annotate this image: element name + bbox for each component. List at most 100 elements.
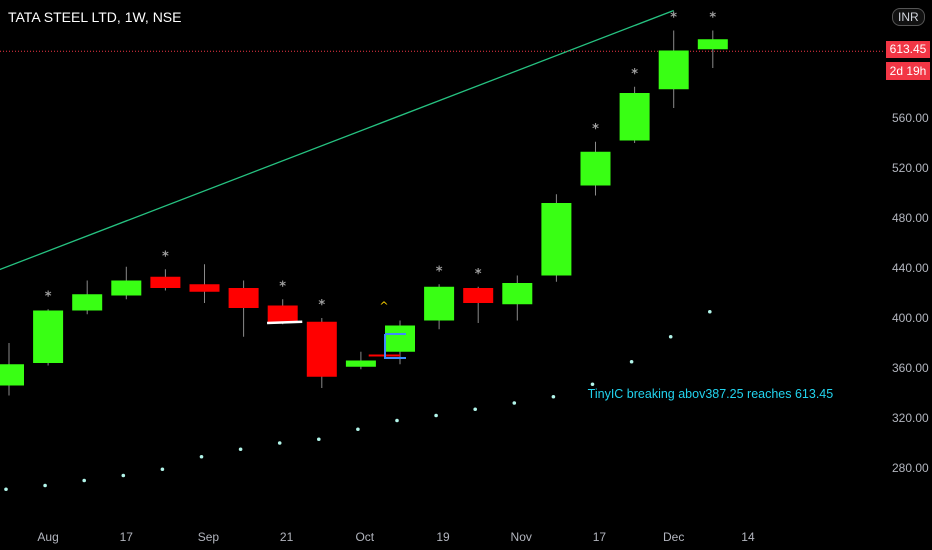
x-tick-label: Aug [37, 530, 58, 544]
candles-layer [0, 30, 728, 396]
candle [72, 280, 103, 315]
trail-dot [590, 382, 595, 387]
candle-body [306, 321, 337, 377]
x-tick-label: 17 [593, 530, 607, 544]
trail-dot [395, 418, 399, 423]
trail-dot [512, 401, 517, 405]
y-tick-label: 360.00 [892, 361, 929, 375]
star-marker: * [475, 267, 482, 282]
candle-body [619, 93, 650, 141]
star-marker: * [709, 11, 716, 26]
breakout-layer: TinyIC breaking abov387.25 reaches 613.4… [267, 320, 834, 401]
candle [502, 275, 533, 321]
y-tick-label: 480.00 [892, 211, 929, 225]
candle-body [502, 283, 533, 305]
trail-dot [43, 483, 47, 488]
x-tick-label: Sep [198, 530, 220, 544]
trail-dot [473, 407, 478, 412]
star-marker: * [670, 11, 677, 26]
trail-dot [121, 473, 126, 478]
trail-dot [629, 359, 634, 364]
candle [345, 351, 376, 370]
candle [150, 269, 181, 291]
last-price-tag: 613.45 [886, 41, 930, 58]
trail-dot [82, 478, 86, 483]
trail-dot [277, 441, 282, 445]
trail-dot [4, 487, 8, 492]
trail-dot [551, 394, 556, 399]
y-tick-label: 520.00 [892, 161, 929, 175]
trail-dot [356, 427, 360, 432]
candle [424, 284, 455, 330]
currency-selector[interactable]: INR [892, 8, 925, 26]
y-tick-label: 320.00 [892, 411, 929, 425]
candle-body [463, 288, 494, 303]
trail-dot [434, 413, 438, 418]
candle-body [658, 50, 689, 90]
candle-body [580, 151, 611, 186]
candle [267, 299, 298, 325]
candle [228, 280, 259, 337]
star-marker: * [592, 122, 599, 137]
candle-body [33, 310, 64, 363]
currency-label: INR [898, 10, 919, 24]
caret-marker: ^ [379, 300, 388, 313]
y-tick-label: 560.00 [892, 111, 929, 125]
y-tick-label: 440.00 [892, 261, 929, 275]
candle [385, 320, 415, 365]
candle-body [228, 288, 259, 308]
candle [189, 264, 220, 303]
star-marker: * [318, 298, 325, 313]
trail-dot [160, 467, 165, 472]
dotted-trail-layer [4, 309, 712, 492]
star-marker: * [45, 289, 52, 304]
candle-body [345, 360, 376, 367]
star-marker: * [162, 249, 169, 264]
x-tick-label: 14 [741, 530, 755, 544]
x-tick-label: 17 [120, 530, 134, 544]
candle-body [267, 305, 298, 323]
breakout-label: TinyIC breaking abov387.25 reaches 613.4… [588, 387, 834, 401]
candle [658, 30, 689, 108]
white-level-line [267, 320, 303, 325]
chart-title: TATA STEEL LTD, 1W, NSE [8, 9, 182, 25]
trendline [0, 9, 674, 271]
trendline-layer [0, 9, 674, 271]
star-marker: * [631, 67, 638, 82]
breakout-box [384, 333, 406, 359]
y-tick-label: 280.00 [892, 461, 929, 475]
trail-dot [708, 309, 712, 314]
x-tick-label: Nov [511, 530, 532, 544]
trail-dot [238, 447, 243, 452]
candle [463, 286, 494, 323]
star-marker: * [279, 279, 286, 294]
x-tick-label: 21 [280, 530, 294, 544]
candle-body [424, 286, 455, 321]
y-tick-label: 400.00 [892, 311, 929, 325]
markers-layer: * * * * * * * * * * ^ [45, 11, 717, 314]
candle [0, 343, 24, 396]
candle-body [111, 280, 142, 296]
candle-body [189, 284, 220, 292]
candle-body [150, 276, 181, 288]
candle-body [385, 325, 415, 352]
candle-body [697, 39, 728, 50]
candle [580, 141, 611, 196]
candle [697, 30, 728, 68]
y-axis: 280.00 320.00 360.00 400.00 440.00 480.00 520.… [892, 111, 929, 475]
candle-body [72, 294, 103, 311]
candle [306, 318, 337, 388]
candle [111, 266, 142, 300]
candle-body [0, 364, 24, 386]
star-marker: * [436, 264, 443, 279]
x-tick-label: Oct [355, 530, 374, 544]
trail-dot [668, 334, 673, 339]
trail-dot [199, 454, 204, 459]
candle [619, 86, 650, 143]
x-tick-label: Dec [663, 530, 684, 544]
x-axis: Aug 17 Sep 21 Oct 19 Nov 17 Dec 14 [37, 530, 755, 544]
trail-dot [317, 437, 321, 442]
x-tick-label: 19 [436, 530, 450, 544]
countdown-tag: 2d 19h [886, 62, 930, 80]
